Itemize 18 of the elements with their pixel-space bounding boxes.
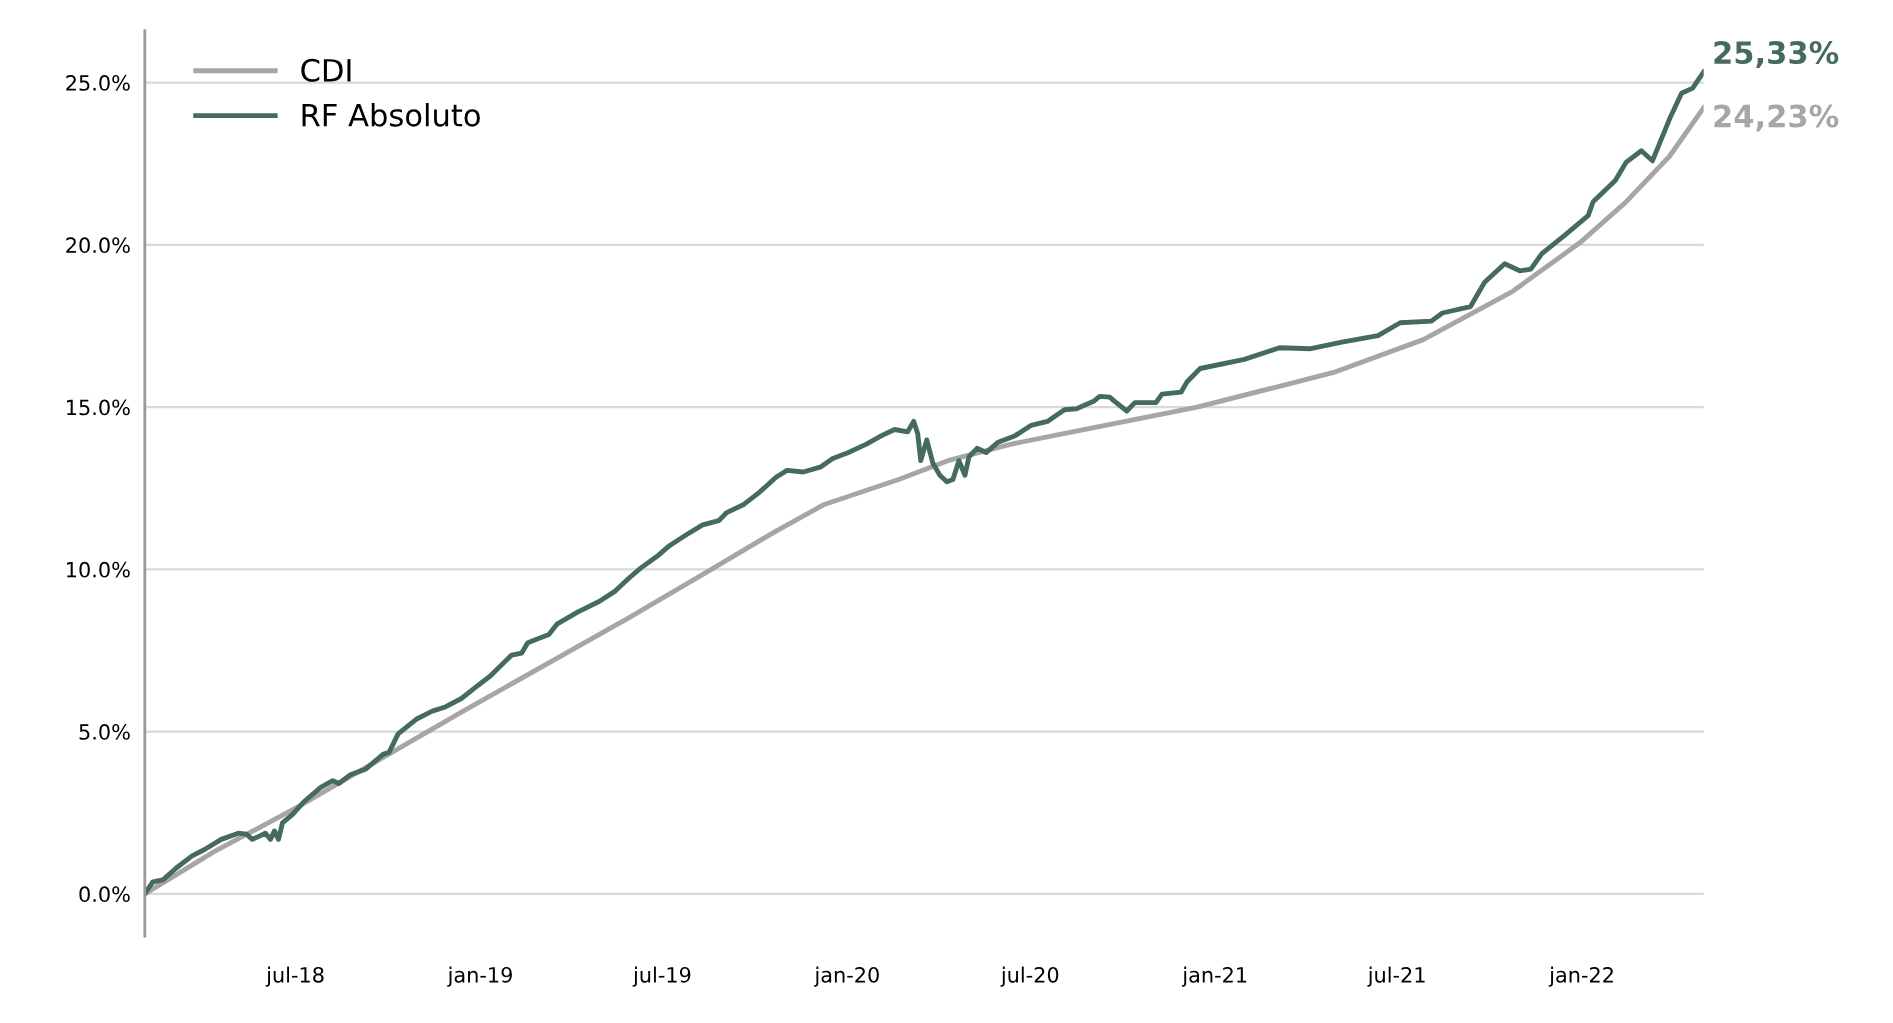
annotation: 25,33%: [1714, 40, 1839, 69]
x-tick-label: jul-18: [265, 966, 324, 987]
y-tick-label: 20.0%: [66, 237, 130, 254]
legend-label: RF Absoluto: [302, 103, 480, 127]
y-tick-label: 10.0%: [67, 561, 130, 578]
x-tick-label: jan-19: [447, 966, 512, 987]
x-tick-label: jan-22: [1548, 966, 1613, 987]
y-tick-label: 5.0%: [79, 724, 130, 740]
x-tick-label: jul-20: [1000, 966, 1059, 987]
x-tick-label: jan-21: [1181, 966, 1247, 987]
legend-label: CDI: [301, 58, 351, 82]
x-tick-label: jul-19: [632, 966, 691, 987]
annotation: 24,23%: [1714, 104, 1839, 132]
x-tick-label: jan-20: [814, 966, 879, 987]
y-tick-label: 15.0%: [67, 399, 130, 416]
y-tick-label: 25.0%: [66, 75, 130, 91]
y-tick-label: 0.0%: [79, 886, 130, 903]
x-tick-label: jul-21: [1367, 966, 1425, 987]
